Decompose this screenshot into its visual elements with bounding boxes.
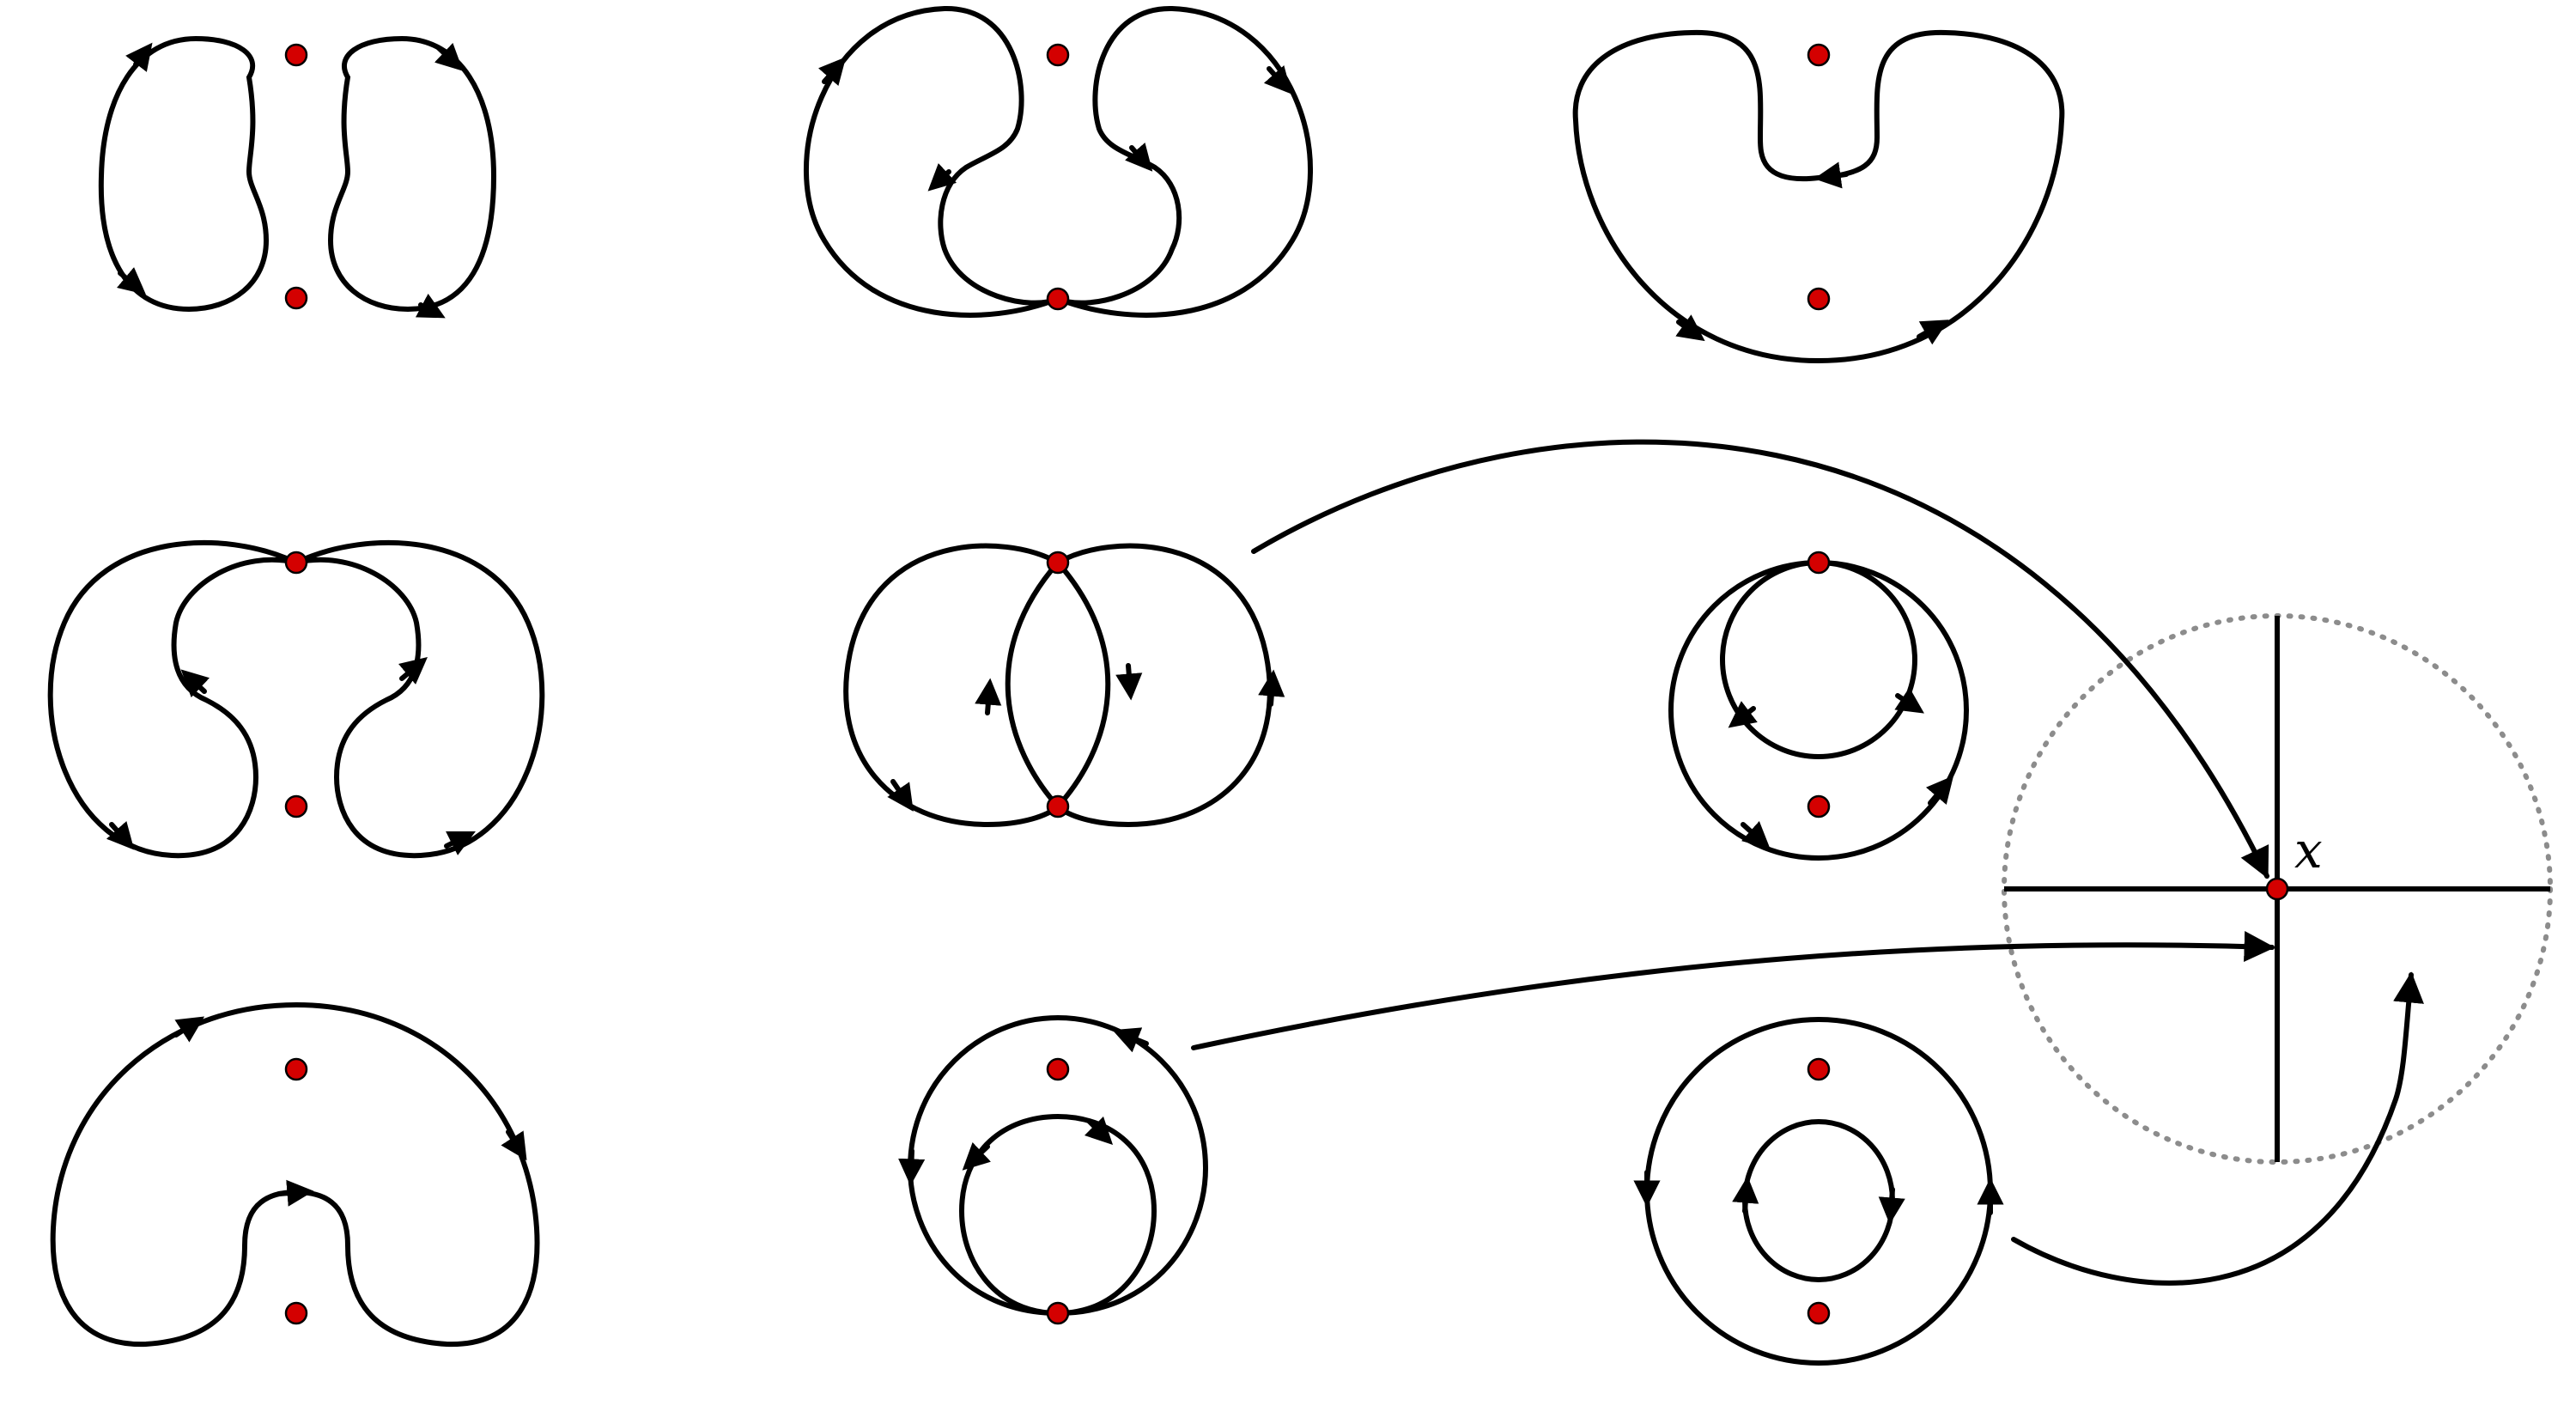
orientation-arrow <box>1124 142 1153 172</box>
marked-point <box>1046 287 1070 311</box>
orientation-arrow <box>1728 701 1758 728</box>
orientation-arrow <box>1814 161 1849 189</box>
orientation-arrow <box>1084 1116 1114 1146</box>
inner-loop <box>958 1113 1157 1317</box>
marked-point-x <box>2265 877 2289 901</box>
outer-right-loop <box>1055 5 1313 318</box>
orientation-arrow <box>117 267 146 295</box>
orientation-arrow <box>887 779 914 812</box>
left-bean-loop <box>98 35 270 313</box>
panel-concentric-loops <box>1633 1017 2004 1366</box>
orientation-arrow <box>1894 687 1924 714</box>
panel-single-kidney-loop <box>1572 29 2065 364</box>
marked-point <box>1046 43 1070 67</box>
orientation-arrow <box>1926 776 1954 806</box>
orientation-arrow <box>1675 314 1705 342</box>
outer-loop <box>907 1014 1209 1317</box>
marked-point <box>284 1057 308 1081</box>
outer-left-loop <box>47 539 299 859</box>
outer-left-loop <box>804 5 1060 318</box>
orientation-arrow <box>501 1129 527 1161</box>
connector-arrow-from-panel-nested-lower <box>1191 930 2275 1050</box>
orientation-arrow <box>975 678 1002 715</box>
inner-loop <box>1720 560 1917 759</box>
orientation-arrow <box>898 1148 926 1186</box>
inner-loop <box>1742 1119 1895 1282</box>
marked-point <box>1807 43 1831 67</box>
marked-point <box>1046 1057 1070 1081</box>
marked-point <box>1807 287 1831 311</box>
orientation-arrow <box>1878 1187 1905 1225</box>
panel-nested-loops-lower-point <box>898 1014 1209 1325</box>
inset-local-picture: x <box>2002 613 2553 1165</box>
orientation-arrow <box>927 162 957 192</box>
panel-loops-through-both-points <box>843 543 1285 828</box>
orientation-arrow <box>1263 64 1292 94</box>
orientation-arrow <box>1741 820 1771 849</box>
panel-nested-loops-upper-point <box>1668 551 1969 861</box>
orientation-arrow <box>398 657 428 685</box>
left-circle <box>843 543 1062 828</box>
connector-arrow-from-panel-both-points <box>1251 439 2269 879</box>
panel-single-arch-loop <box>50 1001 540 1348</box>
marked-point <box>1046 1301 1070 1325</box>
orientation-arrow <box>434 42 464 71</box>
marked-point-label: x <box>2294 821 2323 879</box>
orientation-arrow <box>106 820 135 850</box>
orientation-arrow <box>1258 669 1285 707</box>
right-circle <box>1054 543 1273 828</box>
kidney-loop <box>1572 29 2065 364</box>
marked-point <box>1046 794 1070 818</box>
orientation-arrow <box>444 831 476 855</box>
marked-point <box>1807 1301 1831 1325</box>
marked-point <box>284 1301 308 1325</box>
orientation-arrow <box>962 1141 992 1171</box>
panel-loops-through-lower-point <box>804 5 1313 318</box>
orientation-arrow <box>1115 663 1143 701</box>
marked-point <box>1807 1057 1831 1081</box>
panel-two-separate-loops <box>98 35 497 319</box>
orientation-arrow <box>276 1179 314 1207</box>
orientation-arrow <box>817 57 847 87</box>
marked-point <box>1807 551 1831 575</box>
marked-point <box>284 794 308 818</box>
orientation-arrow <box>173 1016 205 1043</box>
orientation-arrow <box>180 669 210 698</box>
orientation-arrow <box>1112 1027 1149 1053</box>
orientation-arrow <box>1732 1176 1759 1214</box>
marked-point <box>284 286 308 310</box>
orientation-arrow <box>125 42 153 72</box>
marked-point <box>284 551 308 575</box>
orientation-arrow <box>415 293 446 319</box>
arch-loop <box>50 1001 540 1348</box>
marked-point <box>284 43 308 67</box>
connector-arrows <box>1191 439 2424 1286</box>
marked-point <box>1807 794 1831 818</box>
outer-right-loop <box>294 539 545 859</box>
connector-arrow-from-panel-concentric <box>2011 971 2424 1286</box>
panel-loops-through-upper-point <box>47 539 545 859</box>
marked-point <box>1046 551 1070 575</box>
orientation-arrow <box>1917 319 1949 345</box>
right-bean-loop <box>327 35 497 313</box>
